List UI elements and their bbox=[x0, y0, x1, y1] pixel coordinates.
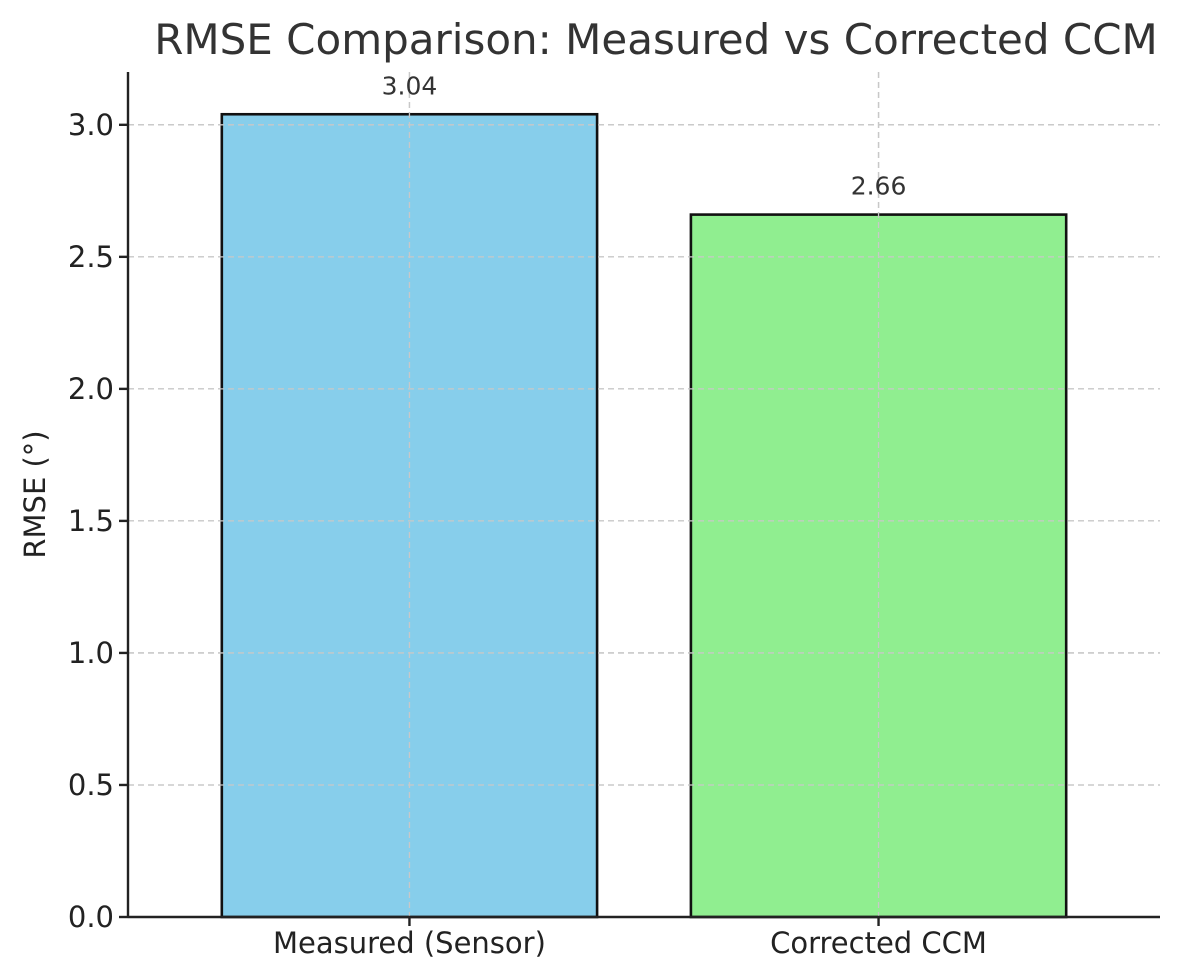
y-tick-label: 1.0 bbox=[68, 636, 114, 670]
bars bbox=[220, 112, 1068, 919]
labels: 0.0 0.5 1.0 1.5 2.0 2.5 3.0 Measured (Sensor) Co… bbox=[68, 71, 987, 960]
y-tick-label: 0.5 bbox=[68, 768, 114, 802]
bar-value-label: 2.66 bbox=[851, 172, 907, 201]
y-tick-label: 2.0 bbox=[68, 372, 114, 406]
x-tick-label: Corrected CCM bbox=[770, 926, 987, 960]
y-tick-label: 2.5 bbox=[68, 240, 114, 274]
y-tick-label: 1.5 bbox=[68, 504, 114, 538]
y-tick-label: 0.0 bbox=[68, 900, 114, 934]
chart-title: RMSE Comparison: Measured vs Corrected C… bbox=[154, 15, 1158, 64]
bar-value-label: 3.04 bbox=[382, 71, 438, 100]
axes bbox=[119, 72, 1160, 926]
grid-overlay bbox=[128, 72, 1160, 917]
x-tick-label: Measured (Sensor) bbox=[273, 926, 546, 960]
y-axis-label: RMSE (°) bbox=[18, 430, 52, 558]
y-tick-label: 3.0 bbox=[68, 108, 114, 142]
